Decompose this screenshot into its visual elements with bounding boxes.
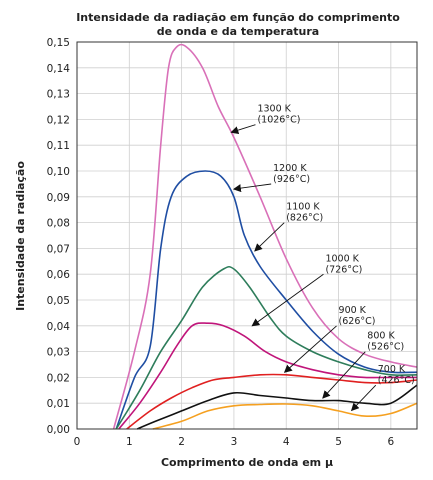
annotation-arrow-4 — [251, 273, 324, 327]
y-tick-label: 0,00 — [47, 424, 70, 436]
annotation-label-3: 1100 K (826°C) — [286, 202, 323, 224]
annotation-arrow-2 — [232, 183, 272, 193]
annotation-label-2: 1200 K (926°C) — [273, 163, 310, 185]
y-tick-label: 0,05 — [47, 295, 70, 307]
series-line-7 — [152, 402, 418, 430]
y-tick-label: 0,03 — [47, 347, 70, 359]
annotation-arrow-7 — [350, 384, 377, 412]
annotation-label-7: 700 K (426°C) — [378, 364, 415, 386]
x-tick-label: 4 — [283, 436, 290, 448]
annotation-arrow-3 — [254, 222, 285, 252]
annotation-arrow-1 — [230, 124, 256, 135]
y-tick-label: 0,07 — [47, 243, 70, 255]
y-tick-label: 0,11 — [47, 140, 70, 152]
x-tick-labels: 0 1 2 3 4 5 6 — [74, 436, 395, 448]
annotation-label-4: 1000 K (726°C) — [325, 253, 362, 275]
annotations: 1300 K (1026°C) 1200 K (926°C) 1100 K (826°C)… — [230, 104, 415, 412]
chart-title-line-1: Intensidade da radiação em função do com… — [76, 11, 400, 24]
annotation-label-1: 1300 K (1026°C) — [257, 104, 300, 126]
x-tick-label: 1 — [126, 436, 133, 448]
y-tick-label: 0,14 — [47, 63, 71, 75]
annotation-label-6: 800 K (526°C) — [367, 331, 404, 353]
series-line-6 — [136, 384, 418, 430]
y-tick-label: 0,01 — [47, 398, 70, 410]
annotation-arrow-6 — [322, 351, 366, 399]
y-tick-label: 0,12 — [47, 114, 70, 126]
y-axis-label: Intensidade da radiação — [14, 161, 27, 311]
x-tick-label: 2 — [178, 436, 185, 448]
x-tick-label: 6 — [388, 436, 395, 448]
x-tick-label: 0 — [74, 436, 81, 448]
y-tick-labels: 0,00 0,01 0,02 0,03 0,04 0,05 0,06 0,07 0,08 0,09… — [47, 37, 71, 436]
x-tick-label: 5 — [335, 436, 342, 448]
series-line-1 — [112, 43, 418, 430]
y-tick-label: 0,04 — [47, 321, 71, 333]
plot-frame — [76, 41, 418, 430]
series-line-4 — [118, 322, 417, 430]
annotation-arrow-5 — [283, 325, 337, 373]
y-tick-label: 0,15 — [47, 37, 70, 49]
series-line-5 — [126, 373, 418, 430]
y-tick-label: 0,08 — [47, 218, 70, 230]
series-line-2 — [115, 170, 418, 430]
chart-title-line-2: de onda e da temperatura — [157, 25, 319, 38]
y-tick-label: 0,13 — [47, 89, 70, 101]
annotation-label-5: 900 K (626°C) — [339, 305, 376, 327]
grid — [77, 42, 417, 429]
series-line-3 — [115, 265, 418, 430]
x-axis-label: Comprimento de onda em μ — [161, 456, 333, 469]
x-tick-label: 3 — [231, 436, 238, 448]
y-tick-label: 0,10 — [47, 166, 70, 178]
y-tick-label: 0,06 — [47, 269, 71, 281]
y-tick-label: 0,09 — [47, 192, 70, 204]
y-tick-label: 0,02 — [47, 372, 70, 384]
series-group — [112, 43, 418, 430]
